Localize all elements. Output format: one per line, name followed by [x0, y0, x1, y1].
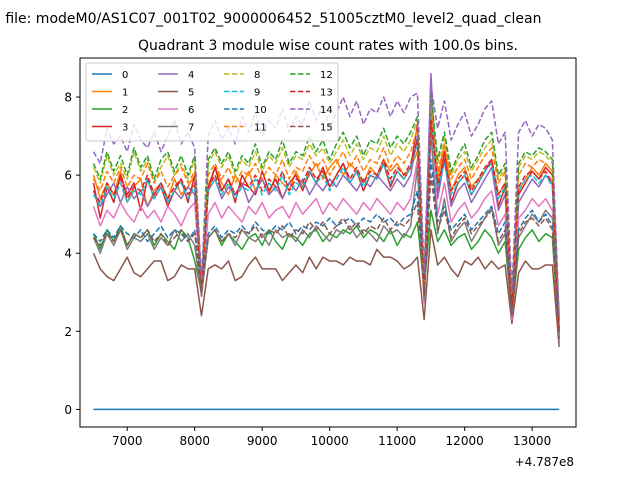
series-line-4 — [92, 72, 560, 336]
x-axis: 7000 8000 9000 10000 11000 12000 13000 — [112, 427, 551, 448]
x-tick-label: 8000 — [179, 434, 210, 448]
legend-label-12: 12 — [320, 70, 333, 81]
plot-area-frame — [79, 57, 577, 428]
legend-label-1: 1 — [122, 88, 128, 99]
series-line-5 — [92, 229, 560, 348]
legend-box — [85, 62, 339, 142]
series-line-13 — [92, 119, 560, 332]
series-line-12 — [92, 92, 560, 320]
series-layer — [92, 72, 560, 411]
legend-label-13: 13 — [320, 88, 333, 99]
y-tick-label: 6 — [64, 169, 72, 183]
y-tick-label: 2 — [64, 325, 72, 339]
y-tick-label: 8 — [64, 91, 72, 105]
series-line-9 — [92, 115, 560, 332]
x-tick-label: 12000 — [446, 434, 484, 448]
x-tick-label: 10000 — [311, 434, 349, 448]
series-line-6 — [92, 127, 560, 336]
chart-title: Quadrant 3 module wise count rates with … — [138, 38, 518, 54]
legend-label-14: 14 — [320, 105, 333, 116]
series-line-1 — [92, 100, 560, 328]
y-tick-label: 0 — [64, 403, 72, 417]
x-tick-label: 11000 — [378, 434, 416, 448]
legend-label-4: 4 — [188, 70, 194, 81]
legend-label-7: 7 — [188, 123, 194, 134]
legend-label-10: 10 — [254, 105, 267, 116]
series-line-15 — [92, 174, 560, 340]
legend-label-0: 0 — [122, 70, 128, 81]
series-line-7 — [92, 131, 560, 344]
x-axis-offset-label: +4.787e8 — [515, 455, 574, 469]
legend-label-5: 5 — [188, 88, 194, 99]
legend-label-15: 15 — [320, 123, 333, 134]
figure-suptitle: n file: modeM0/AS1C07_001T02_9000006452_… — [0, 11, 541, 27]
legend-label-6: 6 — [188, 105, 194, 116]
y-tick-label: 4 — [64, 247, 72, 261]
x-tick-label: 7000 — [112, 434, 143, 448]
y-axis: 0 2 4 6 8 — [64, 91, 80, 417]
legend-label-8: 8 — [254, 70, 260, 81]
series-line-8 — [92, 96, 560, 324]
legend-label-9: 9 — [254, 88, 260, 99]
legend-label-2: 2 — [122, 105, 128, 116]
series-line-10 — [92, 158, 560, 336]
series-line-11 — [92, 104, 560, 328]
x-tick-label: 13000 — [513, 434, 551, 448]
x-tick-label: 9000 — [247, 434, 278, 448]
legend-label-3: 3 — [122, 123, 128, 134]
legend-label-11: 11 — [254, 123, 267, 134]
